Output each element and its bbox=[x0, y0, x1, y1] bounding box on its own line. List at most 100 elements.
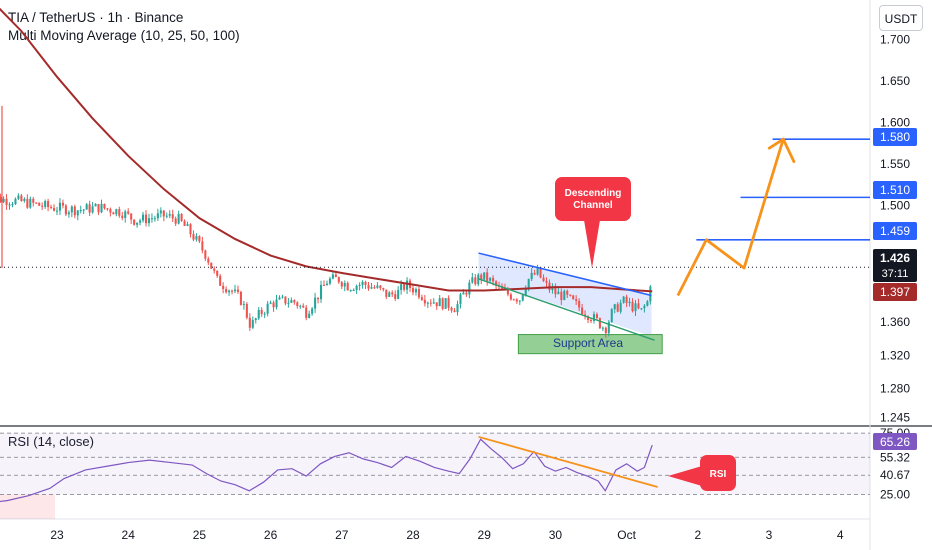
candle-body bbox=[20, 195, 23, 201]
candle-body bbox=[349, 290, 352, 292]
candle-body bbox=[586, 316, 590, 321]
candle-body bbox=[601, 327, 604, 329]
candle-body bbox=[287, 302, 290, 304]
candle-body bbox=[239, 291, 242, 305]
currency-button[interactable]: USDT bbox=[879, 5, 923, 31]
ma-price-tag bbox=[873, 283, 917, 301]
descending-channel-callout[interactable]: Descending Channel bbox=[555, 177, 631, 268]
candle-body bbox=[272, 302, 275, 308]
candle-body bbox=[637, 303, 640, 309]
candle-body bbox=[382, 288, 385, 290]
candle-body bbox=[581, 307, 584, 315]
candle-body bbox=[379, 285, 382, 289]
candle-body bbox=[595, 314, 598, 319]
candle-body bbox=[530, 272, 533, 280]
candle-body bbox=[343, 283, 346, 287]
rsi-callout[interactable]: RSI bbox=[668, 455, 736, 491]
candle-body bbox=[444, 298, 447, 309]
candle-body bbox=[423, 299, 426, 304]
callout-text-line1: Descending bbox=[565, 188, 622, 199]
rsi-trendline bbox=[478, 435, 658, 488]
candle-body bbox=[266, 303, 269, 314]
candle-body bbox=[598, 318, 601, 329]
symbol-title[interactable]: TIA / TetherUS · 1h · Binance bbox=[8, 10, 184, 25]
candle-body bbox=[391, 292, 394, 295]
candle-body bbox=[257, 309, 260, 319]
candle-body bbox=[183, 220, 186, 226]
candle-body bbox=[251, 319, 254, 328]
candle-body bbox=[331, 274, 334, 279]
candle-body bbox=[319, 284, 323, 300]
time-axis-label: 30 bbox=[549, 528, 563, 542]
candle-body bbox=[563, 290, 566, 300]
candle-body bbox=[346, 283, 349, 291]
candle-body bbox=[144, 214, 148, 224]
time-axis-label: 25 bbox=[193, 528, 207, 542]
candle-body bbox=[592, 314, 596, 321]
indicator-legend[interactable]: Multi Moving Average (10, 25, 50, 100) bbox=[8, 28, 240, 43]
candle-body bbox=[521, 294, 524, 301]
candle-body bbox=[141, 214, 145, 221]
candle-body bbox=[542, 277, 545, 281]
candle-body bbox=[515, 299, 518, 302]
candle-body bbox=[314, 297, 317, 309]
candle-body bbox=[506, 289, 509, 295]
candle-body bbox=[177, 213, 180, 224]
candle-body bbox=[631, 301, 634, 312]
rsi-callout-pointer bbox=[668, 466, 702, 486]
candle-body bbox=[168, 214, 171, 216]
candle-body bbox=[269, 302, 272, 304]
candle-body bbox=[616, 304, 619, 312]
time-axis[interactable]: 23 24 25 26 27 28 29 30 Oct 2 3 4 bbox=[50, 528, 844, 542]
candle-body bbox=[628, 301, 631, 304]
candle-body bbox=[334, 274, 337, 278]
candle-body bbox=[518, 300, 521, 302]
candle-body bbox=[406, 280, 409, 290]
time-axis-label: 29 bbox=[478, 528, 492, 542]
candle-body bbox=[153, 218, 156, 220]
candle-body bbox=[85, 204, 88, 210]
candle-body bbox=[0, 196, 2, 203]
candles bbox=[0, 105, 652, 338]
rsi-oversold-fill bbox=[0, 494, 55, 519]
candle-body bbox=[275, 299, 278, 308]
callout-pointer bbox=[584, 220, 600, 268]
drawing-overlays[interactable] bbox=[0, 137, 870, 341]
rsi-legend[interactable]: RSI (14, close) bbox=[8, 434, 94, 449]
candle-body bbox=[459, 294, 462, 305]
candle-body bbox=[474, 277, 477, 285]
projection-arrowhead bbox=[781, 137, 796, 164]
target-1-tag-text: 1.459 bbox=[880, 224, 910, 238]
callout-text-line2: Channel bbox=[573, 200, 613, 211]
candle-body bbox=[106, 208, 109, 210]
candle-body bbox=[50, 207, 53, 209]
candle-body bbox=[385, 289, 388, 297]
candle-body bbox=[340, 282, 343, 287]
candle-body bbox=[147, 218, 151, 224]
candle-body bbox=[165, 215, 168, 217]
candle-body bbox=[248, 317, 251, 328]
candle-body bbox=[435, 302, 438, 307]
candle-body bbox=[14, 198, 17, 205]
candle-body bbox=[370, 287, 373, 289]
candle-body bbox=[263, 313, 266, 315]
candle-body bbox=[613, 304, 616, 310]
candle-body bbox=[133, 219, 136, 225]
candle-body bbox=[242, 303, 245, 305]
candle-body bbox=[453, 310, 456, 313]
target-2-tag-text: 1.510 bbox=[880, 183, 910, 197]
candle-body bbox=[94, 203, 97, 207]
price-axis[interactable]: 75.0055.3240.6725.001.7001.6501.6001.550… bbox=[880, 32, 910, 501]
candle-body bbox=[186, 224, 189, 226]
rsi-path bbox=[0, 438, 653, 503]
candle-body bbox=[417, 289, 420, 298]
candle-body bbox=[201, 241, 204, 251]
candle-body bbox=[486, 272, 489, 281]
candle-body bbox=[509, 294, 512, 300]
candle-body bbox=[88, 204, 91, 213]
candle-body bbox=[361, 281, 364, 285]
candle-body bbox=[495, 281, 498, 286]
candle-body bbox=[432, 302, 435, 304]
candle-body bbox=[5, 198, 8, 206]
